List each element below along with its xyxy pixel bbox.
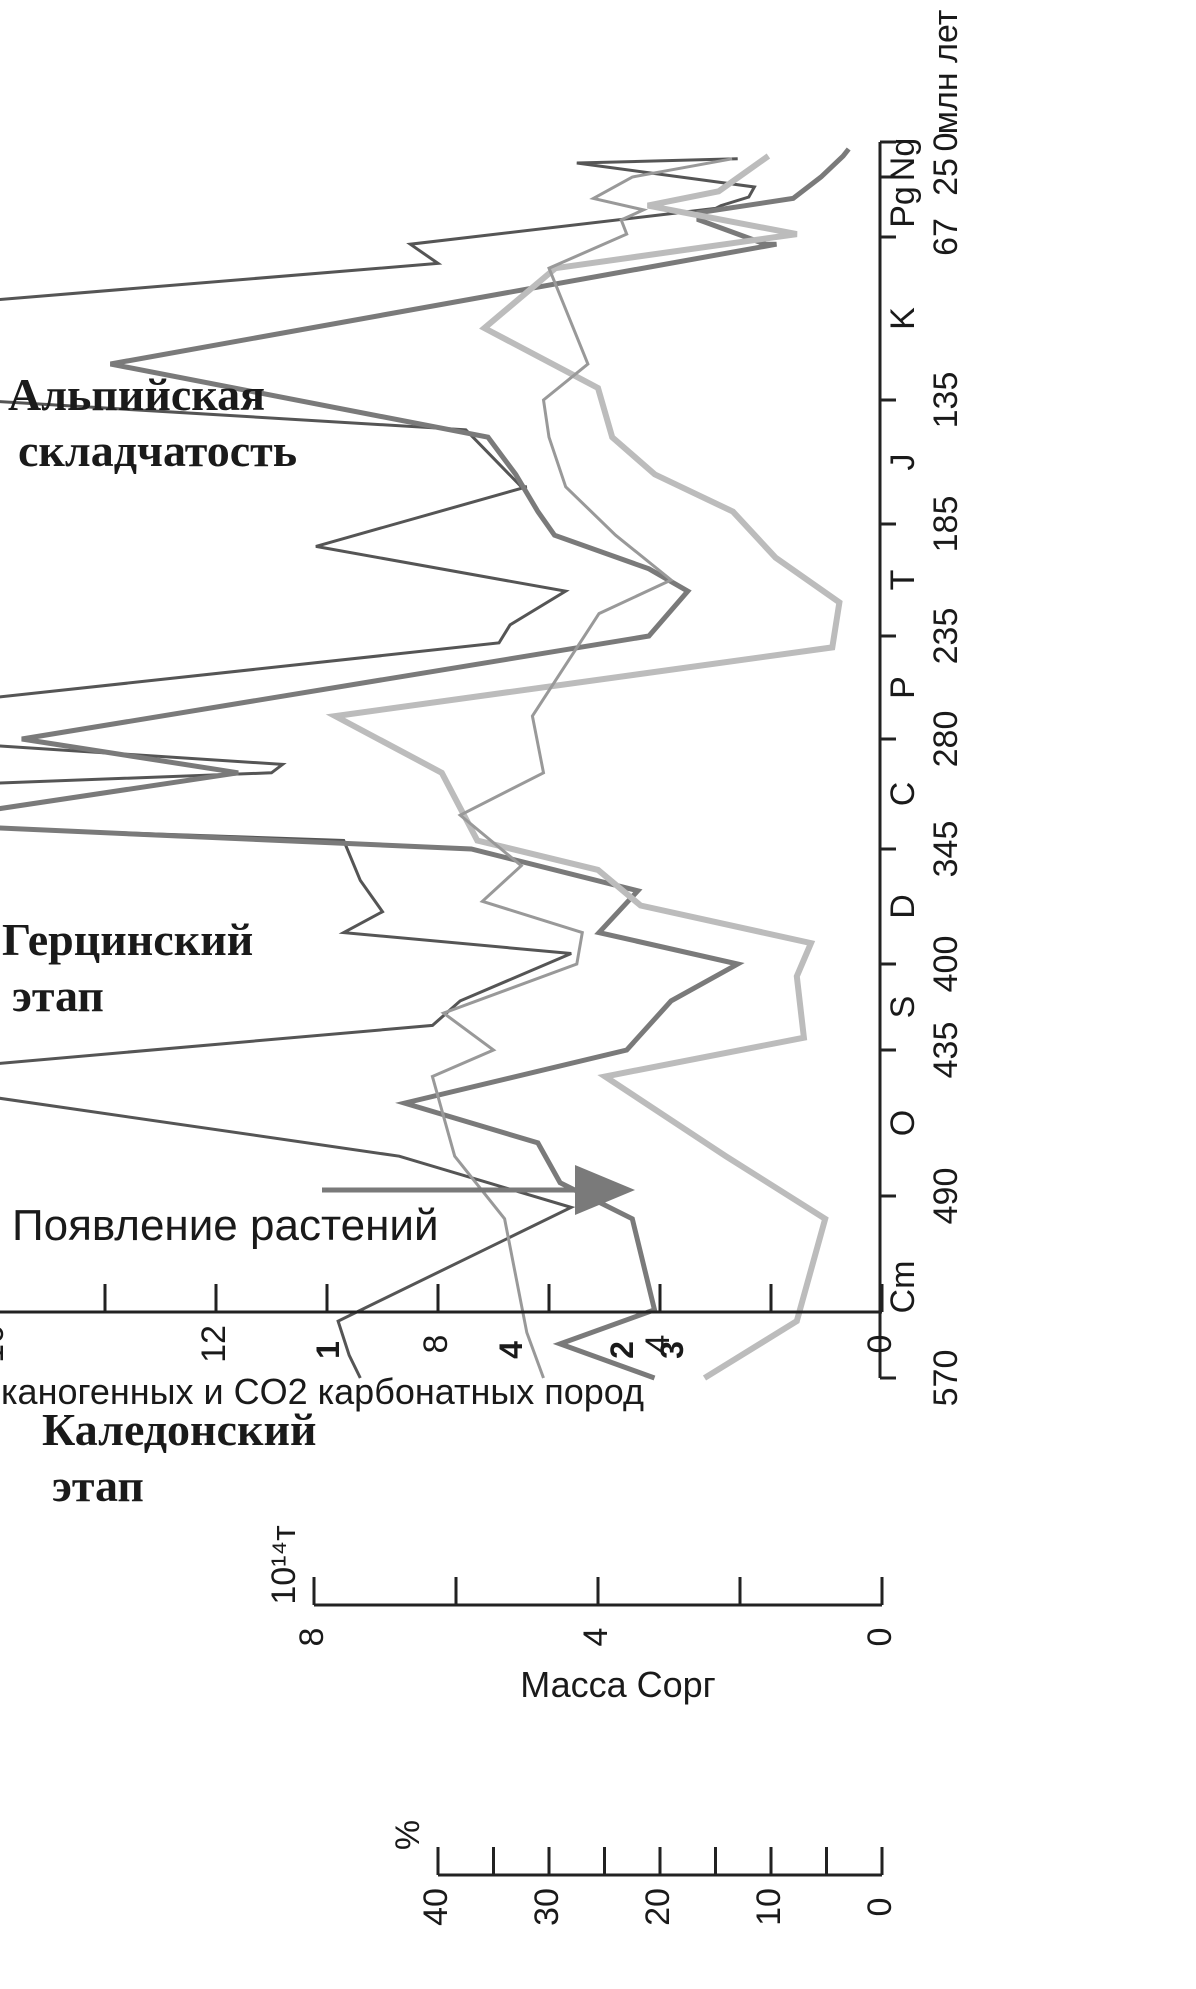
annotation-text: этап: [12, 970, 104, 1021]
annotation-text: Альпийская: [8, 369, 265, 420]
value-tick-label: 16: [0, 1325, 11, 1363]
series-number-label: 4: [493, 1341, 529, 1359]
series-lines: [0, 147, 851, 1381]
annotation-text: Появление растений: [12, 1201, 439, 1250]
time-axis: 0 25 67 135 185 235 280 345 400 435 490 570 Ng Pg K J T P…: [878, 10, 965, 1407]
series-number-label: 1: [310, 1341, 346, 1359]
time-tick-label: 345: [927, 821, 965, 878]
period-label: S: [884, 996, 922, 1019]
series-line-3: [325, 153, 843, 1381]
period-label: J: [884, 454, 922, 471]
period-label: C: [884, 782, 922, 807]
mass-axis: 0481216202410¹⁵тМасса вулканогенных и CO…: [0, 1284, 899, 1412]
time-tick-label: 25: [927, 158, 965, 196]
value-axis-unit: 10¹⁴т: [265, 1525, 303, 1604]
corg-axis: 0 4 8 10¹⁴т Масса Сорг: [265, 1525, 899, 1705]
time-tick-label: 135: [927, 372, 965, 429]
value-tick-label: 20: [639, 1888, 677, 1926]
value-axis-unit: %: [389, 1820, 427, 1850]
value-tick-label: 0: [861, 1335, 899, 1354]
value-tick-label: 0: [861, 1628, 899, 1647]
period-label: D: [884, 894, 922, 919]
value-tick-label: 4: [639, 1335, 677, 1354]
period-label: P: [884, 676, 922, 699]
time-tick-label: 435: [927, 1022, 965, 1079]
period-label: Pg: [884, 186, 922, 228]
value-axis-title: Масса вулканогенных и CO2 карбонатных по…: [0, 1371, 644, 1412]
value-tick-label: 0: [861, 1898, 899, 1917]
time-tick-label: 280: [927, 711, 965, 768]
period-label: Ng: [884, 138, 922, 181]
time-tick-label: 490: [927, 1168, 965, 1225]
percent-axis: 0 10 20 30 40%: [389, 1820, 899, 1926]
period-label: K: [884, 307, 922, 330]
value-tick-label: 8: [293, 1628, 331, 1647]
annotation-text: Каледонский: [42, 1404, 316, 1455]
value-tick-label: 12: [195, 1325, 233, 1363]
time-tick-label: 67: [927, 218, 965, 256]
series-line-2: [0, 147, 851, 1381]
value-tick-label: 4: [577, 1628, 615, 1647]
time-tick-label: 235: [927, 608, 965, 665]
value-tick-label: 10: [750, 1888, 788, 1926]
series-number-label: 2: [604, 1341, 640, 1359]
time-tick-label: 400: [927, 936, 965, 993]
series-number-label: 3: [654, 1341, 690, 1359]
series-line-1: [0, 157, 757, 1379]
annotation-text: Герцинский: [2, 914, 253, 965]
series-line-4: [430, 157, 733, 1379]
time-tick-label: 0: [927, 133, 965, 152]
annotations: АльпийскаяскладчатостьГерцинскийэтапКале…: [2, 369, 635, 1511]
value-tick-label: 40: [417, 1888, 455, 1926]
time-axis-unit: млн лет: [927, 10, 965, 135]
value-tick-label: 30: [528, 1888, 566, 1926]
series-labels: 4 1 2 3: [310, 1341, 690, 1359]
time-tick-label: 185: [927, 496, 965, 553]
period-label: T: [884, 570, 922, 591]
annotation-text: этап: [52, 1460, 144, 1511]
time-tick-label: 570: [927, 1350, 965, 1407]
period-label: O: [884, 1110, 922, 1136]
value-tick-label: 8: [417, 1335, 455, 1354]
value-axis-title: Масса Сорг: [520, 1664, 716, 1705]
period-label: Cm: [884, 1261, 922, 1314]
annotation-text: складчатость: [18, 425, 297, 476]
